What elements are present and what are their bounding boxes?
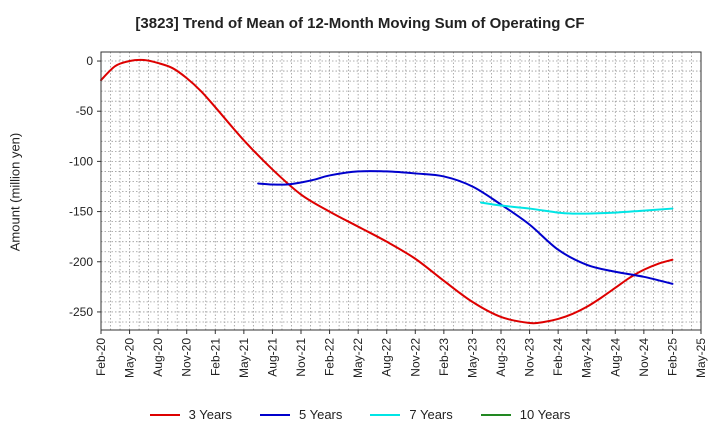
x-tick-label: Aug-22 bbox=[380, 338, 394, 377]
y-tick-label: -250 bbox=[69, 305, 93, 319]
x-tick-label: May-22 bbox=[351, 338, 365, 378]
x-tick-label: Feb-24 bbox=[551, 338, 565, 376]
legend-label: 7 Years bbox=[409, 407, 453, 422]
x-tick-label: Aug-20 bbox=[151, 338, 165, 377]
legend-label: 10 Years bbox=[519, 407, 571, 422]
x-tick-label: Feb-25 bbox=[665, 338, 679, 376]
legend: 3 Years 5 Years 7 Years 10 Years bbox=[0, 407, 720, 422]
x-tick-label: Nov-20 bbox=[180, 338, 194, 377]
x-tick-label: May-21 bbox=[237, 338, 251, 378]
legend-swatch bbox=[370, 413, 401, 416]
x-tick-label: Feb-23 bbox=[437, 338, 451, 376]
legend-label: 3 Years bbox=[188, 407, 232, 422]
x-tick-label: Nov-21 bbox=[294, 338, 308, 377]
y-tick-label: -50 bbox=[76, 104, 94, 118]
x-tick-label: Aug-23 bbox=[494, 338, 508, 377]
legend-item: 5 Years bbox=[260, 407, 342, 422]
legend-label: 5 Years bbox=[299, 407, 343, 422]
legend-item: 3 Years bbox=[149, 407, 232, 422]
series-line-7-years bbox=[480, 201, 674, 215]
y-tick-label: -200 bbox=[69, 255, 93, 269]
y-tick-label: 0 bbox=[86, 54, 93, 68]
legend-swatch bbox=[480, 413, 511, 416]
legend-swatch bbox=[260, 413, 290, 416]
series-line-5-years bbox=[257, 170, 674, 285]
x-tick-label: May-25 bbox=[694, 338, 708, 378]
x-tick-label: Feb-21 bbox=[208, 338, 222, 376]
y-tick-label: -100 bbox=[69, 154, 93, 168]
x-tick-label: May-23 bbox=[465, 338, 479, 378]
x-tick-label: Aug-21 bbox=[265, 338, 279, 377]
x-tick-label: Nov-22 bbox=[408, 338, 422, 377]
y-tick-label: -150 bbox=[69, 205, 93, 219]
legend-item: 7 Years bbox=[370, 407, 453, 422]
series-line-3-years bbox=[100, 58, 674, 325]
x-tick-label: May-24 bbox=[580, 338, 594, 378]
legend-item: 10 Years bbox=[480, 407, 571, 422]
x-tick-label: Nov-24 bbox=[637, 338, 651, 377]
chart-title: [3823] Trend of Mean of 12-Month Moving … bbox=[135, 15, 585, 32]
x-tick-label: Aug-24 bbox=[608, 338, 622, 377]
x-tick-label: Nov-23 bbox=[523, 338, 537, 377]
x-tick-label: May-20 bbox=[123, 338, 137, 378]
x-tick-label: Feb-20 bbox=[94, 338, 108, 376]
x-tick-label: Feb-22 bbox=[323, 338, 337, 376]
legend-swatch bbox=[149, 413, 180, 416]
